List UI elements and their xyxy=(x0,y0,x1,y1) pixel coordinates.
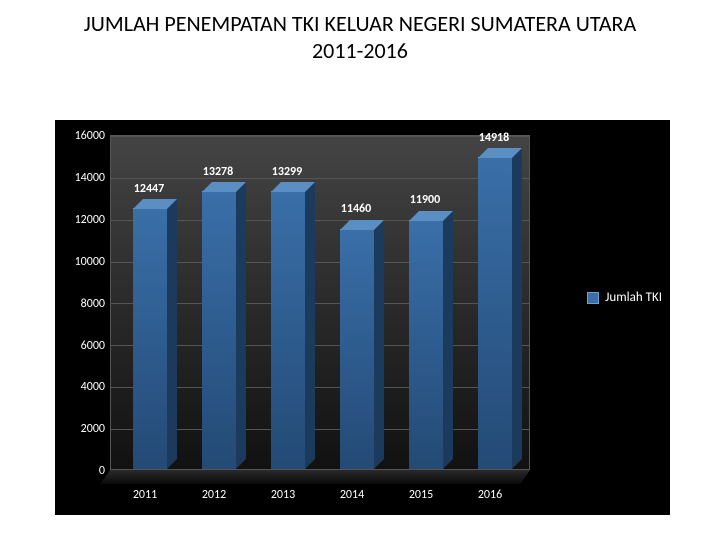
chart-floor-3d xyxy=(100,470,530,484)
data-label-2016: 14918 xyxy=(464,131,524,145)
bar-chart: 0 2000 4000 6000 8000 10000 12000 14000 … xyxy=(55,120,670,515)
ytick-4: 8000 xyxy=(57,297,105,311)
bar-side xyxy=(374,219,384,469)
data-label-2013: 13299 xyxy=(257,165,317,179)
xtick-2015: 2015 xyxy=(391,488,451,502)
bar-front xyxy=(271,191,305,469)
ytick-8: 16000 xyxy=(57,129,105,143)
ytick-7: 14000 xyxy=(57,171,105,185)
data-label-2012: 13278 xyxy=(188,165,248,179)
bar-front xyxy=(409,220,443,469)
title-line-1: JUMLAH PENEMPATAN TKI KELUAR NEGERI SUMA… xyxy=(0,10,720,37)
xtick-2012: 2012 xyxy=(184,488,244,502)
bar-front xyxy=(478,157,512,469)
bar-side xyxy=(512,147,522,469)
ytick-2: 4000 xyxy=(57,380,105,394)
legend-swatch xyxy=(587,292,599,304)
title-line-2: 2011-2016 xyxy=(0,37,720,64)
legend: Jumlah TKI xyxy=(587,290,662,305)
xtick-2011: 2011 xyxy=(115,488,175,502)
bar-side xyxy=(167,198,177,469)
ytick-3: 6000 xyxy=(57,339,105,353)
ytick-0: 0 xyxy=(57,464,105,478)
ytick-5: 10000 xyxy=(57,255,105,269)
xtick-2014: 2014 xyxy=(322,488,382,502)
chart-title-block: JUMLAH PENEMPATAN TKI KELUAR NEGERI SUMA… xyxy=(0,10,720,64)
ytick-6: 12000 xyxy=(57,213,105,227)
slide: JUMLAH PENEMPATAN TKI KELUAR NEGERI SUMA… xyxy=(0,0,720,540)
bar-front xyxy=(133,208,167,469)
bar-side xyxy=(236,181,246,469)
legend-label: Jumlah TKI xyxy=(605,290,662,305)
data-label-2011: 12447 xyxy=(119,182,179,196)
data-label-2015: 11900 xyxy=(395,193,455,207)
data-label-2014: 11460 xyxy=(326,202,386,216)
bar-side xyxy=(305,181,315,469)
bar-front xyxy=(340,229,374,469)
gridline xyxy=(111,178,529,179)
ytick-1: 2000 xyxy=(57,422,105,436)
bar-side xyxy=(443,210,453,469)
bar-front xyxy=(202,191,236,469)
xtick-2013: 2013 xyxy=(253,488,313,502)
xtick-2016: 2016 xyxy=(460,488,520,502)
